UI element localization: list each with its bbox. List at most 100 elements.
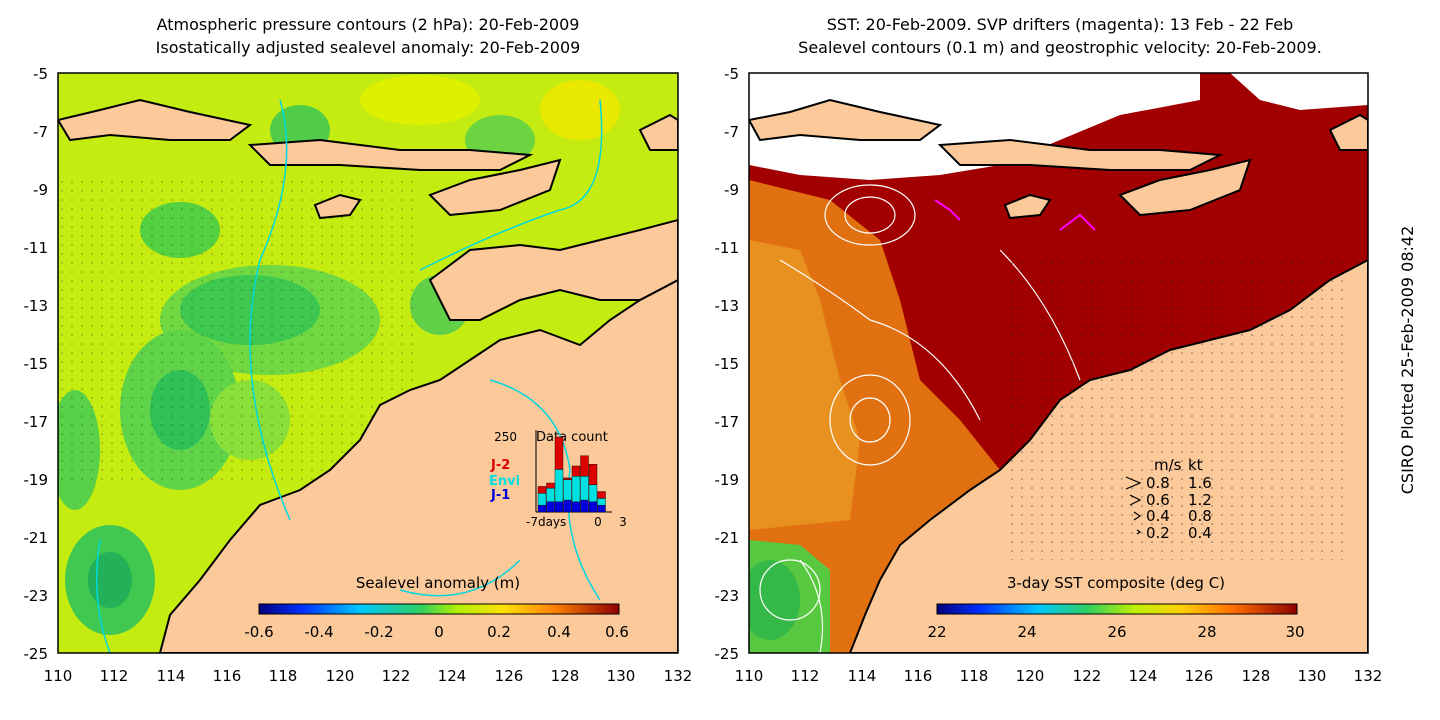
land-nt-coast <box>428 218 678 321</box>
colorbar-tick: -0.4 <box>304 623 333 641</box>
velocity-arrow-icon <box>1136 529 1142 535</box>
velocity-ms-value: 0.4 <box>1146 507 1170 525</box>
x-tick: 122 <box>1073 667 1102 685</box>
colorbar-tick: -0.6 <box>244 623 273 641</box>
inset-title: Data count <box>536 430 608 445</box>
inset-bar-envi <box>546 487 555 502</box>
x-tick: 130 <box>1298 667 1327 685</box>
colorbar-tick: 0.4 <box>547 623 571 641</box>
sst-cooler-zone <box>749 240 860 530</box>
velocity-ms-value: 0.6 <box>1146 491 1170 509</box>
velocity-ms-value: 0.2 <box>1146 524 1170 542</box>
y-tick: -17 <box>715 413 740 431</box>
inset-bar-j1 <box>588 501 598 513</box>
inset-bar-j2 <box>597 491 606 499</box>
right-title-line1: SST: 20-Feb-2009. SVP drifters (magenta)… <box>826 15 1294 34</box>
velocity-kt-value: 0.4 <box>1188 524 1212 542</box>
colorbar-tick: 22 <box>927 623 946 641</box>
colorbar-tick: 24 <box>1017 623 1036 641</box>
y-tick: -13 <box>715 297 740 315</box>
velocity-kt-value: 1.6 <box>1188 474 1212 492</box>
inset-bar-j1 <box>546 501 555 513</box>
islands-left <box>58 98 678 220</box>
x-tick: 128 <box>1242 667 1271 685</box>
y-tick: -7 <box>724 123 739 141</box>
inset-bar-envi <box>537 493 547 506</box>
x-tick: 112 <box>791 667 820 685</box>
x-tick: 128 <box>551 667 580 685</box>
y-tick: -25 <box>715 645 740 663</box>
inset-bar-j2 <box>537 486 547 494</box>
y-tick: -5 <box>724 65 739 83</box>
sealevel-colorbar: Sealevel anomaly (m) -0.6 -0.4 -0.2 0 0.… <box>244 574 629 641</box>
inset-bar-j2 <box>554 436 564 470</box>
drifter-tracks <box>934 199 1096 231</box>
y-tick: -23 <box>24 587 49 605</box>
sst-cloud-mask <box>749 73 1200 180</box>
inset-bar-j1 <box>571 501 581 513</box>
y-tick: -15 <box>24 355 49 373</box>
right-map <box>749 73 1368 653</box>
inset-bar-j2 <box>571 465 581 477</box>
colorbar-tick: 0.6 <box>605 623 629 641</box>
x-tick: 132 <box>1354 667 1383 685</box>
x-tick: 130 <box>607 667 636 685</box>
y-tick: -13 <box>24 297 49 315</box>
land-australia-left <box>158 278 678 653</box>
velocity-kt-value: 1.2 <box>1188 491 1212 509</box>
velocity-kt-value: 0.8 <box>1188 507 1212 525</box>
legend-j1: J-1 <box>490 488 510 503</box>
velocity-ms-value: 0.8 <box>1146 474 1170 492</box>
inset-bar-j2 <box>563 477 572 480</box>
y-tick: -15 <box>715 355 740 373</box>
left-title-line1: Atmospheric pressure contours (2 hPa): 2… <box>156 15 580 34</box>
left-x-axis: 110 112 114 116 118 120 122 124 126 128 … <box>44 667 693 685</box>
inset-bar-j2 <box>546 482 555 489</box>
inset-bar-envi <box>597 498 606 506</box>
inset-bar-j2 <box>580 455 589 477</box>
y-tick: -23 <box>715 587 740 605</box>
x-tick: 124 <box>1129 667 1158 685</box>
x-tick: 120 <box>1016 667 1045 685</box>
velocity-arrow-icon <box>1133 511 1142 521</box>
inset-bar-j1 <box>563 499 572 513</box>
x-tick: 110 <box>44 667 73 685</box>
velocity-header-ms: m/s <box>1154 456 1182 474</box>
inset-bar-j1 <box>537 504 547 513</box>
data-count-inset: Data count 250 -7days 0 3 J-2 Envi J-1 <box>489 430 627 529</box>
right-y-axis: -5 -7 -9 -11 -13 -15 -17 -19 -21 -23 -25 <box>715 65 740 663</box>
colorbar-title: 3-day SST composite (deg C) <box>1007 574 1225 592</box>
x-tick: 126 <box>495 667 524 685</box>
right-x-axis: 110 112 114 116 118 120 122 124 126 128 … <box>735 667 1383 685</box>
velocity-header-kt: kt <box>1188 456 1203 474</box>
colorbar-tick: 0 <box>434 623 444 641</box>
x-tick: 126 <box>1185 667 1214 685</box>
inset-x-label-end: 3 <box>619 515 627 529</box>
y-tick: -21 <box>24 529 49 547</box>
x-tick: 122 <box>382 667 411 685</box>
y-tick: -9 <box>724 181 739 199</box>
inset-bar-j1 <box>597 504 606 513</box>
left-map <box>58 73 678 653</box>
y-tick: -21 <box>715 529 740 547</box>
y-tick: -25 <box>24 645 49 663</box>
y-tick: -11 <box>24 239 49 257</box>
x-tick: 120 <box>326 667 355 685</box>
y-tick: -19 <box>715 471 740 489</box>
legend-envi: Envi <box>489 474 520 489</box>
x-tick: 118 <box>269 667 298 685</box>
legend-j2: J-2 <box>490 458 510 473</box>
sst-colorbar: 3-day SST composite (deg C) 22 24 26 28 … <box>927 574 1304 641</box>
x-tick: 132 <box>664 667 693 685</box>
y-tick: -19 <box>24 471 49 489</box>
inset-bar-envi <box>588 484 598 502</box>
inset-bar-envi <box>563 479 572 501</box>
pressure-contours-left <box>95 99 603 653</box>
colorbar-tick: 28 <box>1197 623 1216 641</box>
colorbar-tick: -0.2 <box>364 623 393 641</box>
x-tick: 118 <box>960 667 989 685</box>
x-tick: 112 <box>100 667 129 685</box>
y-tick: -11 <box>715 239 740 257</box>
velocity-arrow-icon <box>1129 494 1142 506</box>
